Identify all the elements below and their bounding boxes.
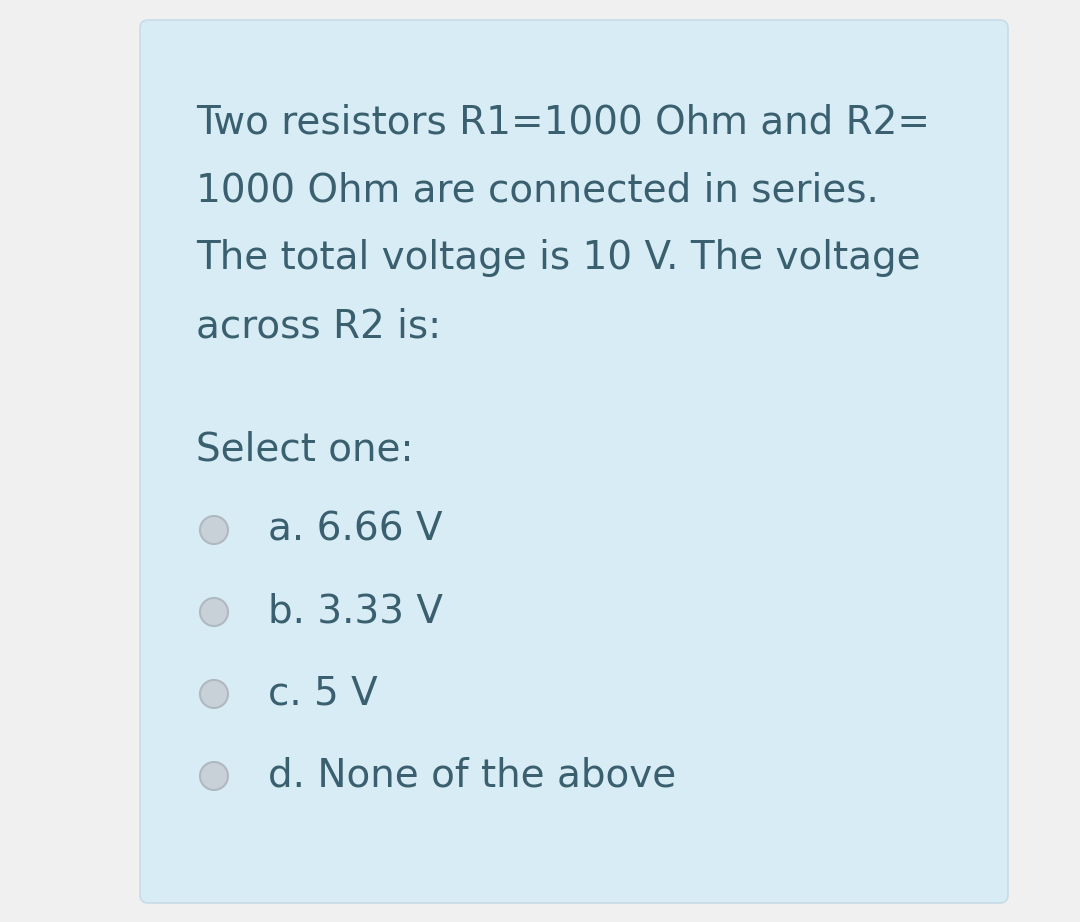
Text: across R2 is:: across R2 is: <box>195 307 441 345</box>
Text: The total voltage is 10 V. The voltage: The total voltage is 10 V. The voltage <box>195 239 920 277</box>
FancyBboxPatch shape <box>140 20 1008 903</box>
Text: Select one:: Select one: <box>195 430 414 468</box>
Circle shape <box>200 762 228 790</box>
Text: a. 6.66 V: a. 6.66 V <box>268 510 443 548</box>
Text: b. 3.33 V: b. 3.33 V <box>268 592 443 630</box>
Text: Two resistors R1=1000 Ohm and R2=: Two resistors R1=1000 Ohm and R2= <box>195 103 930 141</box>
Circle shape <box>200 598 228 626</box>
Circle shape <box>200 680 228 708</box>
Text: c. 5 V: c. 5 V <box>268 674 378 712</box>
Text: 1000 Ohm are connected in series.: 1000 Ohm are connected in series. <box>195 171 879 209</box>
Text: d. None of the above: d. None of the above <box>268 756 676 794</box>
Circle shape <box>200 516 228 544</box>
